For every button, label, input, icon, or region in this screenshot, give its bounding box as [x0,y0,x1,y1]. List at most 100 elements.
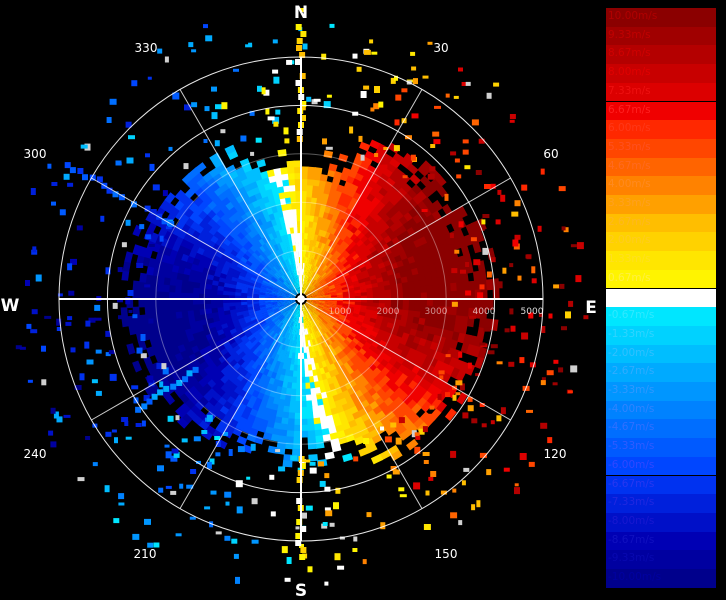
echo-gate [292,214,298,222]
echo-gate [274,282,281,287]
echo-gate [528,461,535,467]
echo-gate [307,321,311,329]
echo-gate [319,480,326,487]
echo-gate [136,347,143,354]
echo-gate [139,224,145,230]
echo-gate [279,349,285,357]
echo-gate [313,311,320,317]
echo-gate [363,316,372,322]
echo-gate [408,293,416,300]
echo-gate [251,330,259,338]
echo-gate [266,420,275,429]
echo-gate [287,307,293,313]
legend-swatch [606,157,716,177]
echo-gate [323,265,330,273]
echo-gate [165,451,172,459]
echo-gate [343,251,351,260]
echo-gate [216,294,224,299]
echo-gate [380,367,391,377]
legend-label: -5.33m/s [608,440,655,453]
echo-gate [186,286,194,294]
echo-gate [330,182,339,191]
echo-gate [320,255,326,263]
echo-gate [314,325,320,332]
echo-gate [257,85,262,92]
legend-swatch [606,438,716,457]
echo-gate [293,160,302,168]
echo-gate [317,276,323,283]
echo-gate [329,306,337,311]
legend-entry: -5.33m/s [606,438,716,457]
echo-gate [304,328,307,336]
echo-gate [282,300,290,303]
echo-gate [398,417,405,424]
echo-gate [256,327,264,334]
echo-gate [285,306,292,311]
echo-gate [306,269,310,276]
echo-gate [271,205,279,214]
echo-gate [486,92,492,99]
legend-label: -4.67m/s [608,421,655,434]
legend-swatch [606,456,716,476]
echo-gate [235,281,244,287]
echo-gate [319,235,326,244]
echo-gate [320,348,326,356]
echo-gate [247,268,255,275]
legend-label: -3.33m/s [608,384,655,396]
echo-gate [305,346,310,354]
echo-gate [223,309,231,316]
echo-gate [502,267,507,274]
echo-gate [282,295,290,298]
echo-gate [413,280,421,288]
echo-gate [503,467,510,472]
echo-gate [398,265,406,274]
legend-swatch [606,400,716,420]
echo-gate [289,294,296,298]
echo-gate [389,278,397,286]
echo-gate [432,299,440,307]
echo-gate [306,96,312,102]
echo-gate [286,345,291,353]
echo-gate [416,323,425,333]
echo-gate [272,39,278,44]
echo-gate [292,436,301,444]
echo-gate [260,330,268,338]
echo-gate [245,44,253,48]
echo-gate [144,284,151,288]
echo-gate [353,310,361,315]
echo-gate [236,262,244,269]
range-label-3000: 3000 [425,307,448,317]
echo-gate [150,209,157,215]
echo-gate [414,299,422,306]
echo-gate [147,329,157,340]
echo-gate [480,227,485,231]
echo-gate [148,380,155,387]
echo-gate [315,203,322,212]
echo-gate [298,316,301,324]
echo-gate [472,241,482,254]
legend-label: -6.67m/s [608,477,655,490]
echo-gate [270,352,277,360]
echo-gate [314,387,322,395]
echo-gate [65,321,72,326]
echo-gate [297,316,300,324]
echo-gate [95,349,102,354]
echo-gate [307,436,317,444]
legend-swatch [606,512,716,532]
echo-gate [300,412,308,420]
echo-gate [342,293,350,297]
echo-gate [262,315,270,321]
echo-gate [328,320,336,326]
legend-entry: -4.67m/s [606,419,716,439]
echo-gate [297,268,300,276]
echo-gate [319,385,326,394]
echo-gate [307,308,312,315]
echo-gate [259,244,266,253]
echo-gate [383,307,392,314]
echo-gate [74,385,82,390]
echo-gate [322,308,329,313]
echo-gate [281,253,287,261]
echo-gate [410,154,416,161]
echo-gate [240,323,248,330]
echo-gate [284,138,290,144]
